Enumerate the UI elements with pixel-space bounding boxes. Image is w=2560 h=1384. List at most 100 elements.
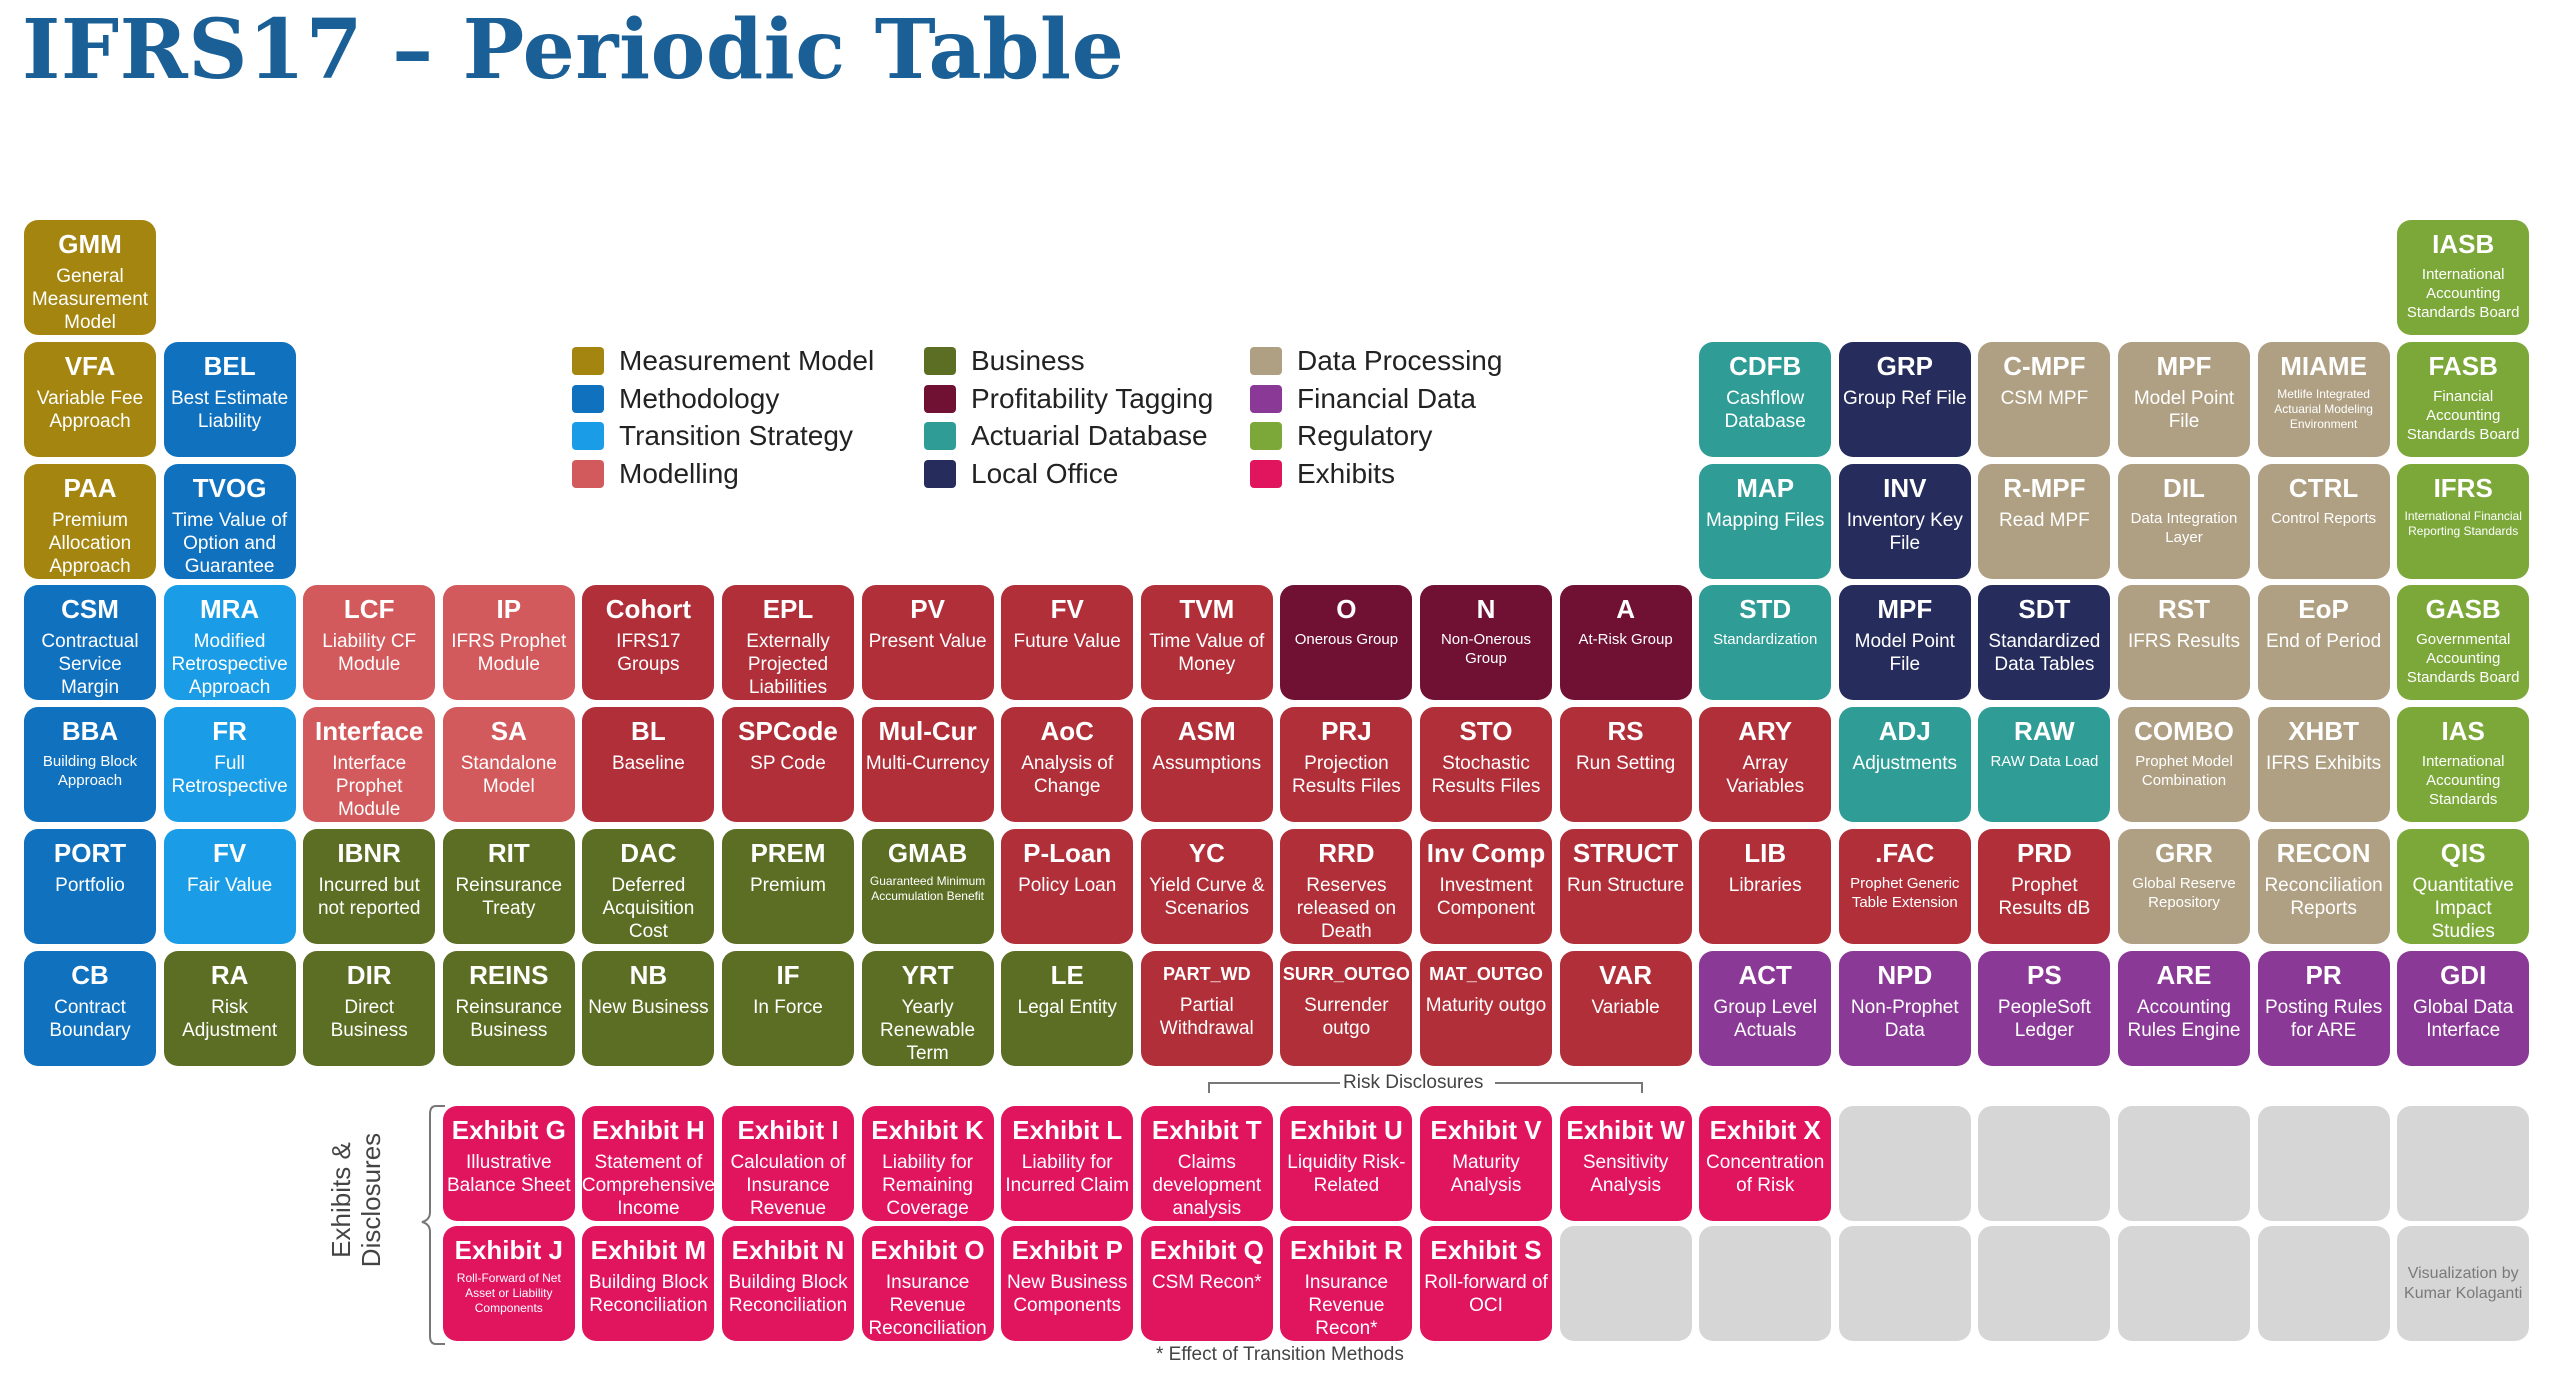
element-name: CSM MPF [2000, 387, 2089, 409]
element-nb: NB New Business [582, 950, 715, 1066]
legend: Measurement Model Methodology Transition S… [572, 344, 1582, 504]
element-symbol: PART_WD [1162, 963, 1251, 984]
element-std: STD Standardization [1699, 585, 1832, 701]
element-inv: INV Inventory Key File [1838, 463, 1971, 579]
element-symbol: ARE [2156, 959, 2212, 990]
element-symbol: RAW [2014, 716, 2075, 747]
empty-cell [2397, 1106, 2530, 1221]
element-symbol: CDFB [1729, 350, 1802, 381]
element-symbol: MAP [1736, 472, 1795, 503]
element-name: Maturity outgo [1425, 994, 1547, 1016]
element-name: Global Data Interface [2413, 996, 2514, 1041]
element-symbol: RIT [487, 838, 530, 868]
element-name: Time Value of Option and Guarantee [172, 509, 288, 577]
element-ctrl: CTRL Control Reports [2257, 463, 2390, 579]
element-part-wd: PART_WD Partial Withdrawal [1140, 950, 1273, 1066]
element-name: Policy Loan [1018, 875, 1117, 896]
element-symbol: BEL [203, 350, 256, 381]
element-p-loan: P-Loan Policy Loan [1001, 829, 1134, 944]
element-symbol: SA [490, 716, 527, 747]
element-port: PORT Portfolio [24, 829, 156, 944]
element-symbol: MIAME [2280, 350, 2367, 381]
element-name: At-Risk Group [1578, 631, 1673, 649]
element-prem: PREM Premium [722, 829, 854, 944]
element-symbol: IASB [2432, 229, 2495, 259]
element-rs: RS Run Setting [1559, 707, 1692, 823]
element-symbol: Exhibit L [1012, 1115, 1123, 1145]
element-name: New Business [588, 996, 709, 1018]
legend-swatch [572, 384, 604, 413]
element-le: LE Legal Entity [1001, 950, 1134, 1066]
element-dac: DAC Deferred Acquisition Cost [582, 829, 715, 944]
element-pr: PR Posting Rules for ARE [2257, 950, 2390, 1066]
element-symbol: N [1476, 594, 1496, 625]
element-name: Roll-forward of OCI [1424, 1272, 1548, 1316]
element-reins: REINS Reinsurance Business [442, 950, 575, 1066]
element-symbol: CTRL [2288, 472, 2359, 503]
element-ary: ARY Array Variables [1699, 707, 1832, 823]
element-symbol: Exhibit T [1151, 1115, 1262, 1145]
element-inv-comp: Inv Comp Investment Component [1420, 829, 1552, 944]
element-name: Surrender outgo [1304, 994, 1389, 1039]
element-name: Run Structure [1566, 875, 1685, 896]
element-name: Premium [749, 875, 826, 896]
element-sdt: SDT Standardized Data Tables [1978, 585, 2111, 701]
element-name: Interface Prophet Module [332, 753, 407, 821]
element-name: Variable [1591, 996, 1660, 1018]
footnote: * Effect of Transition Methods [1156, 1344, 1404, 1365]
element-name: Group Ref File [1843, 387, 1967, 409]
element-symbol: MPF [2156, 350, 2212, 381]
element-ifrs: IFRS International Financial Reporting St… [2397, 463, 2530, 579]
element-combo: COMBO Prophet Model Combination [2118, 707, 2250, 823]
exhibit-exhibit-n: Exhibit N Building Block Reconciliation [722, 1226, 854, 1341]
exhibit-exhibit-g: Exhibit G Illustrative Balance Sheet [442, 1106, 575, 1221]
element-symbol: REINS [469, 959, 549, 990]
element-fac: .FAC Prophet Generic Table Extension [1838, 829, 1971, 944]
element-name: Adjustments [1852, 753, 1958, 775]
element-symbol: .FAC [1875, 838, 1935, 868]
element-symbol: CB [71, 959, 109, 990]
element-symbol: GRR [2155, 838, 2213, 868]
element-name: Prophet Generic Table Extension [1850, 875, 1960, 911]
element-name: Control Reports [2271, 509, 2377, 527]
element-symbol: DIL [2163, 472, 2205, 503]
legend-item: Data Processing [1250, 344, 1502, 378]
element-symbol: STD [1739, 594, 1792, 625]
element-name: Libraries [1728, 875, 1802, 896]
element-symbol: VFA [64, 350, 116, 381]
element-dir: DIR Direct Business [303, 950, 436, 1066]
element-name: IFRS17 Groups [616, 631, 681, 676]
element-symbol: CSM [61, 594, 119, 625]
element-symbol: INV [1883, 472, 1927, 503]
element-name: Yearly Renewable Term [880, 996, 976, 1064]
legend-label: Transition Strategy [619, 420, 853, 451]
element-name: Model Point File [2133, 387, 2235, 432]
empty-cell [2118, 1226, 2250, 1341]
element-c-mpf: C-MPF CSM MPF [1978, 341, 2111, 457]
legend-item: Financial Data [1250, 382, 1476, 416]
exhibit-exhibit-u: Exhibit U Liquidity Risk-Related [1280, 1106, 1413, 1221]
element-recon: RECON Reconciliation Reports [2257, 829, 2390, 944]
empty-cell [2118, 1106, 2250, 1221]
element-symbol: GRP [1876, 350, 1933, 381]
element-fv: FV Fair Value [163, 829, 296, 944]
element-symbol: NPD [1877, 959, 1933, 990]
element-name: Liability CF Module [322, 631, 417, 676]
element-vfa: VFA Variable Fee Approach [24, 341, 156, 457]
legend-item: Measurement Model [572, 344, 874, 378]
element-symbol: Exhibit J [454, 1235, 563, 1265]
element-name: Liability for Incurred Claim [1005, 1152, 1129, 1196]
element-name: Quantitative Impact Studies [2412, 875, 2514, 942]
exhibit-exhibit-l: Exhibit L Liability for Incurred Claim [1001, 1106, 1134, 1221]
element-name: End of Period [2266, 631, 2382, 653]
element-gasb: GASB Governmental Accounting Standards Bo… [2397, 585, 2530, 701]
element-name: Multi-Currency [865, 753, 990, 775]
element-rst: RST IFRS Results [2118, 585, 2250, 701]
element-mul-cur: Mul-Cur Multi-Currency [861, 707, 994, 823]
element-name: Premium Allocation Approach [48, 509, 132, 577]
legend-label: Methodology [619, 382, 780, 414]
element-name: Sensitivity Analysis [1582, 1152, 1669, 1196]
element-name: New Business Components [1006, 1272, 1128, 1316]
element-bba: BBA Building Block Approach [24, 707, 156, 823]
